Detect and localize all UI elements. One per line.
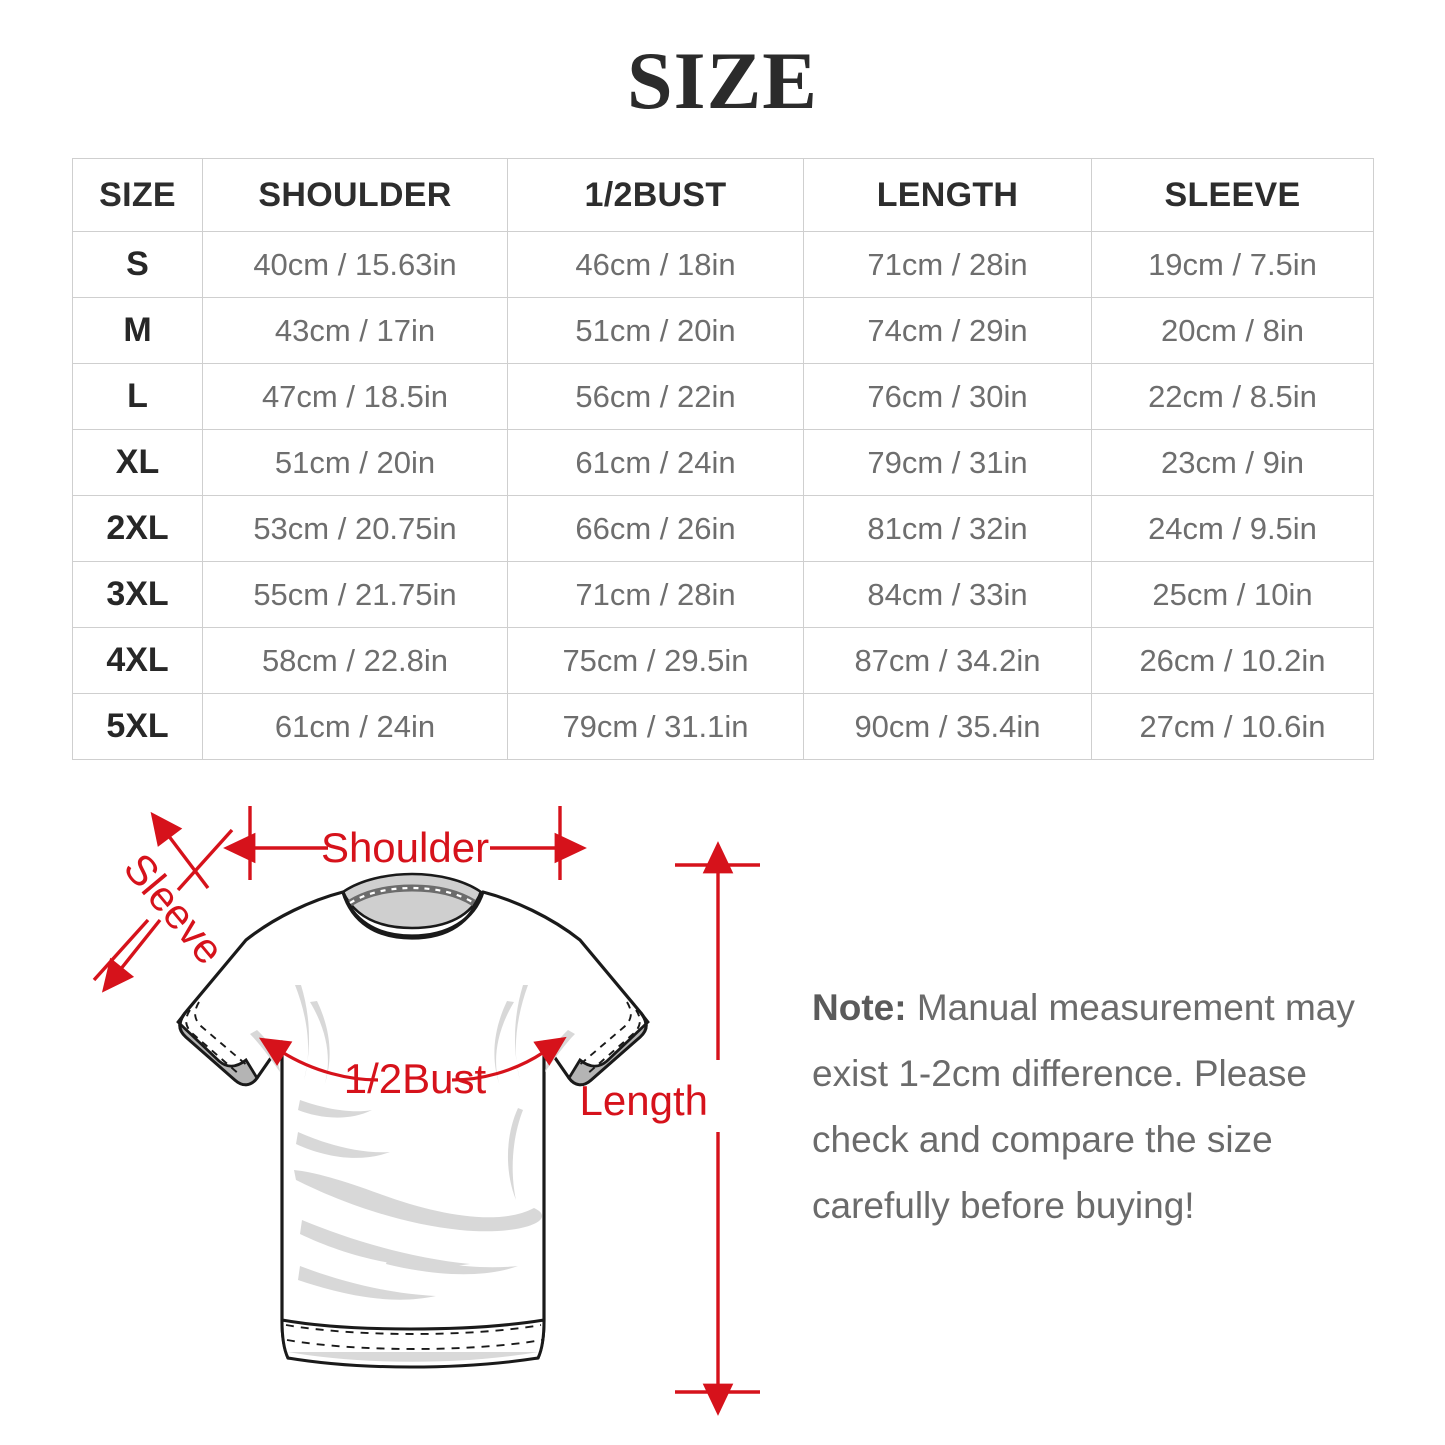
cell-shoulder: 58cm / 22.8in: [202, 627, 508, 694]
page-title: SIZE: [627, 35, 818, 126]
table-row: 5XL 61cm / 24in 79cm / 31.1in 90cm / 35.…: [72, 693, 1374, 760]
cell-size: 2XL: [72, 495, 203, 562]
left-cuff-stitch-2: [194, 1001, 250, 1068]
cell-bust: 71cm / 28in: [507, 561, 804, 628]
cell-size: 4XL: [72, 627, 203, 694]
cell-sleeve: 20cm / 8in: [1091, 297, 1374, 364]
cell-shoulder: 43cm / 17in: [202, 297, 508, 364]
length-dimension: Length: [580, 841, 760, 1416]
cell-size: L: [72, 363, 203, 430]
tshirt-garment-icon: [176, 872, 650, 1369]
hem-stitch-2: [286, 1339, 543, 1350]
cell-size: S: [72, 231, 203, 298]
cell-bust: 79cm / 31.1in: [507, 693, 804, 760]
cell-bust: 56cm / 22in: [507, 363, 804, 430]
front-neckline: [341, 891, 483, 940]
bust-dimension: 1/2Bust: [258, 1036, 567, 1102]
cell-length: 71cm / 28in: [803, 231, 1092, 298]
collar-inner: [341, 872, 483, 930]
table-row: 2XL 53cm / 20.75in 66cm / 26in 81cm / 32…: [72, 495, 1374, 562]
table-row: XL 51cm / 20in 61cm / 24in 79cm / 31in 2…: [72, 429, 1374, 496]
cell-sleeve: 26cm / 10.2in: [1091, 627, 1374, 694]
size-chart-table: SIZE SHOULDER 1/2BUST LENGTH SLEEVE S 40…: [72, 158, 1374, 760]
table-row: 3XL 55cm / 21.75in 71cm / 28in 84cm / 33…: [72, 561, 1374, 628]
shoulder-dimension: Shoulder: [223, 806, 587, 880]
cell-length: 90cm / 35.4in: [803, 693, 1092, 760]
cell-sleeve: 22cm / 8.5in: [1091, 363, 1374, 430]
table-row: M 43cm / 17in 51cm / 20in 74cm / 29in 20…: [72, 297, 1374, 364]
cell-size: M: [72, 297, 203, 364]
column-header-bust: 1/2BUST: [507, 158, 804, 232]
length-label: Length: [580, 1077, 708, 1124]
cell-length: 79cm / 31in: [803, 429, 1092, 496]
sleeve-dimension: Sleeve: [92, 811, 234, 993]
cell-bust: 75cm / 29.5in: [507, 627, 804, 694]
cell-length: 74cm / 29in: [803, 297, 1092, 364]
cell-shoulder: 61cm / 24in: [202, 693, 508, 760]
cell-shoulder: 51cm / 20in: [202, 429, 508, 496]
cell-sleeve: 19cm / 7.5in: [1091, 231, 1374, 298]
cell-shoulder: 40cm / 15.63in: [202, 231, 508, 298]
cell-size: XL: [72, 429, 203, 496]
sleeve-arrow-down: [101, 918, 162, 993]
sleeve-tick-bottom: [92, 918, 150, 982]
cell-length: 87cm / 34.2in: [803, 627, 1092, 694]
tshirt-diagram: Shoulder Sleeve 1/2Bust Length: [92, 806, 760, 1416]
cell-length: 84cm / 33in: [803, 561, 1092, 628]
cell-bust: 66cm / 26in: [507, 495, 804, 562]
note-text: Manual measurement may exist 1-2cm diffe…: [812, 987, 1355, 1226]
measurement-illustration: Shoulder Sleeve 1/2Bust Length Note: Man…: [0, 770, 1445, 1445]
cell-sleeve: 27cm / 10.6in: [1091, 693, 1374, 760]
sleeve-arrow-up: [150, 811, 210, 890]
bust-label: 1/2Bust: [344, 1055, 487, 1102]
bust-arrow-right: [451, 1036, 567, 1082]
cell-size: 5XL: [72, 693, 203, 760]
bust-arrow-left: [258, 1037, 379, 1082]
sleeve-tick-top: [176, 828, 234, 892]
cell-bust: 51cm / 20in: [507, 297, 804, 364]
shoulder-label: Shoulder: [321, 824, 489, 871]
note-label: Note:: [812, 987, 907, 1028]
hem-shadow: [288, 1352, 538, 1362]
cell-bust: 46cm / 18in: [507, 231, 804, 298]
column-header-shoulder: SHOULDER: [202, 158, 508, 232]
cell-length: 76cm / 30in: [803, 363, 1092, 430]
cell-sleeve: 25cm / 10in: [1091, 561, 1374, 628]
right-cuff-stitch-2: [576, 1001, 632, 1068]
shirt-body-outline: [178, 890, 648, 1360]
right-cuff-stitch-1: [585, 1009, 641, 1076]
table-header-row: SIZE SHOULDER 1/2BUST LENGTH SLEEVE: [72, 158, 1374, 232]
column-header-size: SIZE: [72, 158, 203, 232]
cell-bust: 61cm / 24in: [507, 429, 804, 496]
collar-stitch-dash: [349, 886, 475, 904]
cell-length: 81cm / 32in: [803, 495, 1092, 562]
left-cuff-stitch-1: [185, 1009, 241, 1076]
note-block: Note: Manual measurement may exist 1-2cm…: [812, 975, 1392, 1239]
cell-sleeve: 24cm / 9.5in: [1091, 495, 1374, 562]
cell-size: 3XL: [72, 561, 203, 628]
left-sleeve-cuff: [176, 1012, 259, 1087]
hem-stitch-1: [285, 1324, 542, 1335]
table-row: S 40cm / 15.63in 46cm / 18in 71cm / 28in…: [72, 231, 1374, 298]
cell-shoulder: 47cm / 18.5in: [202, 363, 508, 430]
cell-shoulder: 55cm / 21.75in: [202, 561, 508, 628]
table-row: L 47cm / 18.5in 56cm / 22in 76cm / 30in …: [72, 363, 1374, 430]
table-row: 4XL 58cm / 22.8in 75cm / 29.5in 87cm / 3…: [72, 627, 1374, 694]
column-header-sleeve: SLEEVE: [1091, 158, 1374, 232]
cell-sleeve: 23cm / 9in: [1091, 429, 1374, 496]
column-header-length: LENGTH: [803, 158, 1092, 232]
cell-shoulder: 53cm / 20.75in: [202, 495, 508, 562]
right-sleeve-cuff: [567, 1012, 650, 1087]
